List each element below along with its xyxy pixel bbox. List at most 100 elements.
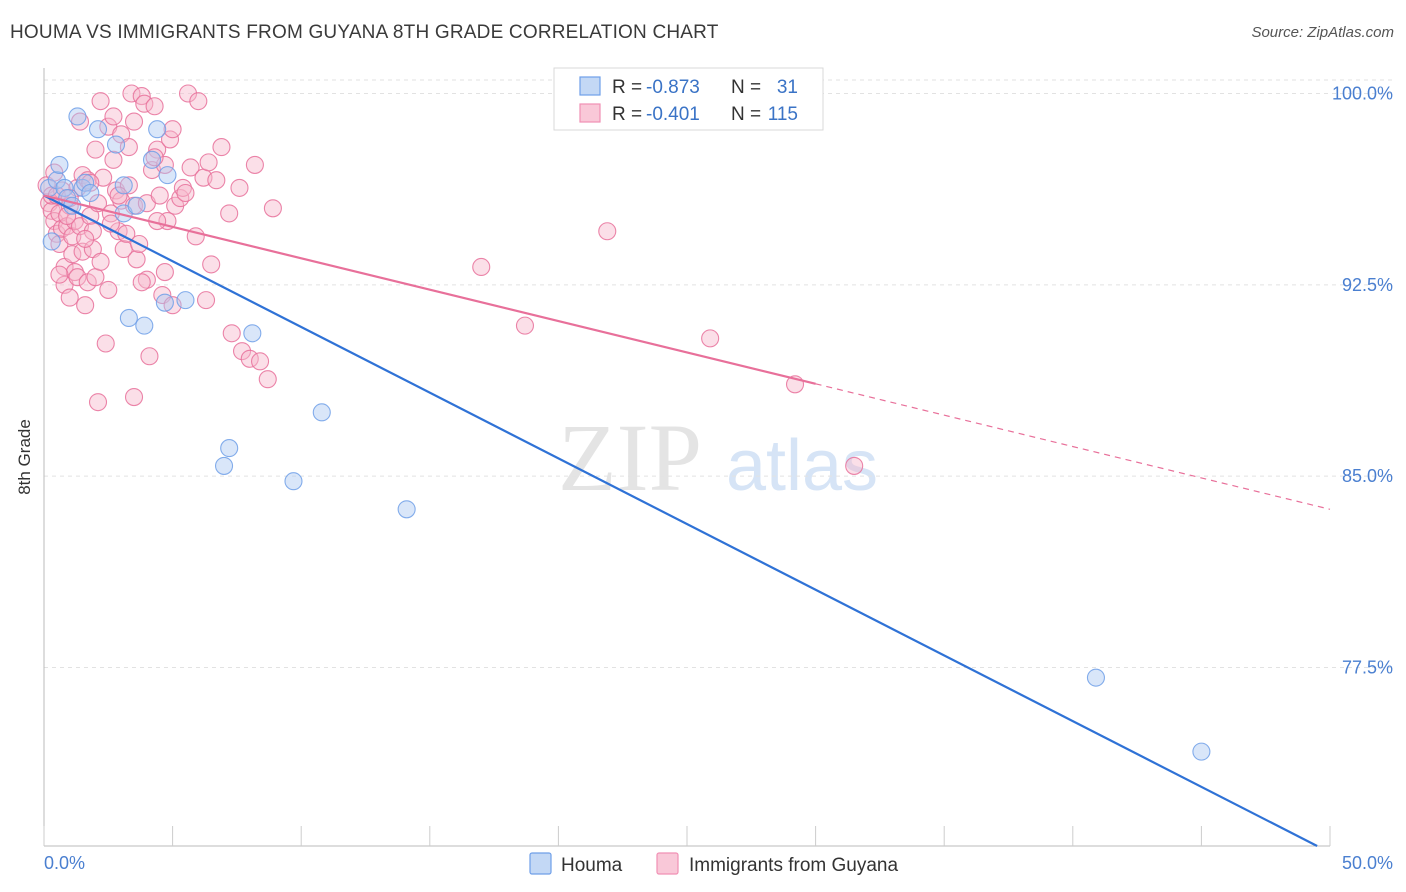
data-point bbox=[176, 183, 195, 203]
x-tick-label-max: 50.0% bbox=[1342, 853, 1393, 873]
data-point bbox=[1192, 742, 1211, 761]
data-point bbox=[284, 472, 303, 491]
data-point bbox=[148, 120, 167, 139]
data-point bbox=[171, 189, 190, 208]
data-point bbox=[99, 280, 118, 299]
stats-legend: R = -0.873 N = 31 R = -0.401 N = 115 bbox=[553, 67, 824, 131]
series-guyana-points bbox=[37, 84, 864, 475]
trend-line-guyana-extrapolated bbox=[815, 383, 1331, 510]
y-tick-label: 85.0% bbox=[1342, 466, 1393, 486]
data-point bbox=[88, 120, 108, 139]
guyana-n-value: 115 bbox=[768, 104, 798, 125]
data-point bbox=[135, 316, 154, 335]
data-point bbox=[127, 250, 146, 269]
data-point bbox=[70, 112, 90, 131]
houma-n-value: 31 bbox=[777, 77, 798, 98]
data-point bbox=[142, 150, 162, 169]
watermark-atlas: atlas bbox=[726, 426, 878, 506]
data-point bbox=[207, 171, 226, 190]
data-point bbox=[155, 263, 174, 282]
data-point bbox=[222, 324, 241, 343]
watermark-zip: ZIP bbox=[558, 404, 702, 511]
y-tick-label: 77.5% bbox=[1342, 657, 1393, 677]
data-point bbox=[160, 130, 180, 149]
houma-r-label: R = bbox=[612, 77, 642, 98]
data-point bbox=[163, 120, 182, 139]
x-tick-label-min: 0.0% bbox=[44, 853, 85, 873]
y-tick-label: 92.5% bbox=[1342, 275, 1393, 295]
data-point bbox=[76, 296, 95, 315]
data-point bbox=[220, 439, 239, 458]
data-point bbox=[68, 107, 87, 126]
data-point bbox=[181, 158, 200, 177]
legend-houma-swatch bbox=[529, 852, 552, 875]
data-point bbox=[132, 273, 151, 292]
data-point bbox=[127, 196, 146, 215]
data-point bbox=[230, 178, 249, 197]
data-point bbox=[173, 178, 192, 197]
data-point bbox=[91, 92, 110, 111]
data-point bbox=[63, 245, 82, 264]
data-point bbox=[47, 171, 66, 190]
data-point bbox=[104, 107, 123, 126]
chart-title: HOUMA VS IMMIGRANTS FROM GUYANA 8TH GRAD… bbox=[10, 22, 719, 43]
data-point bbox=[124, 388, 144, 407]
data-point bbox=[312, 403, 331, 422]
data-point bbox=[86, 268, 105, 287]
trend-line-guyana bbox=[43, 194, 816, 385]
guyana-n-label: N = bbox=[731, 104, 761, 125]
data-point bbox=[106, 135, 126, 154]
data-point bbox=[135, 94, 154, 113]
data-point bbox=[124, 112, 144, 131]
data-point bbox=[68, 268, 87, 287]
data-point bbox=[119, 308, 138, 328]
trend-line-houma bbox=[43, 194, 1318, 847]
data-point bbox=[155, 293, 174, 312]
x-tick-marks bbox=[43, 826, 1331, 846]
data-point bbox=[50, 155, 69, 174]
data-point bbox=[598, 222, 617, 241]
source-credit: Source: ZipAtlas.com bbox=[1251, 24, 1394, 41]
data-point bbox=[96, 334, 115, 353]
data-point bbox=[701, 329, 720, 348]
houma-swatch bbox=[579, 76, 601, 96]
data-point bbox=[243, 324, 262, 343]
data-point bbox=[199, 153, 218, 172]
data-point bbox=[240, 349, 259, 368]
y-axis-label: 8th Grade bbox=[15, 419, 34, 495]
data-point bbox=[397, 500, 416, 519]
trend-lines bbox=[43, 194, 1331, 847]
y-tick-labels: 100.0% 92.5% 85.0% 77.5% bbox=[1332, 84, 1393, 678]
data-point bbox=[91, 252, 110, 271]
data-point bbox=[212, 138, 231, 157]
data-point bbox=[140, 347, 159, 366]
data-point bbox=[55, 178, 74, 197]
guyana-swatch bbox=[579, 103, 601, 123]
data-point bbox=[178, 84, 198, 103]
legend-guyana-label: Immigrants from Guyana bbox=[689, 855, 898, 876]
data-point bbox=[845, 456, 864, 475]
houma-r-value: -0.873 bbox=[646, 77, 700, 98]
data-point bbox=[515, 316, 535, 335]
data-point bbox=[109, 186, 128, 205]
gridlines bbox=[44, 79, 1393, 668]
data-point bbox=[65, 263, 84, 282]
watermark: ZIP atlas bbox=[558, 404, 878, 511]
guyana-r-value: -0.401 bbox=[646, 104, 700, 125]
data-point bbox=[76, 229, 95, 248]
houma-n-label: N = bbox=[731, 77, 761, 98]
guyana-r-label: R = bbox=[612, 104, 642, 125]
data-point bbox=[220, 204, 239, 223]
data-point bbox=[245, 155, 264, 174]
data-point bbox=[472, 257, 491, 277]
data-point bbox=[60, 288, 79, 307]
data-point bbox=[145, 148, 164, 167]
data-point bbox=[50, 265, 69, 284]
data-point bbox=[150, 186, 169, 205]
data-point bbox=[83, 222, 102, 241]
data-point bbox=[42, 232, 61, 251]
data-point bbox=[88, 393, 108, 412]
series-legend: Houma Immigrants from Guyana bbox=[529, 852, 898, 876]
data-point bbox=[214, 456, 234, 475]
